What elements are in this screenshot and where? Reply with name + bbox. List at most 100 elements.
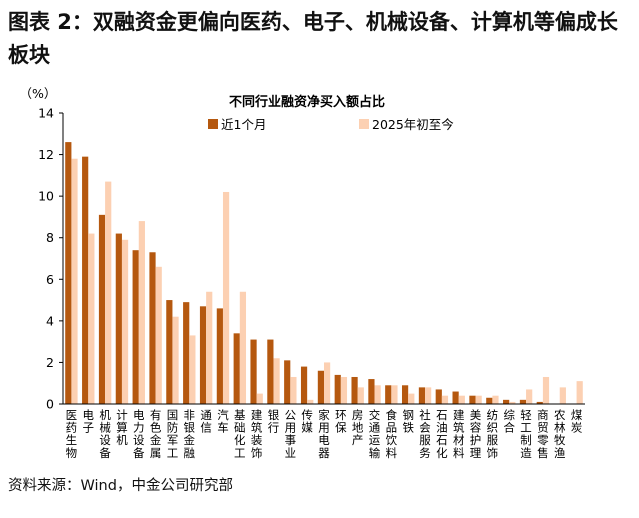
bar-series-1 <box>368 379 375 404</box>
chart-title: 不同行业融资净买入额占比 <box>229 94 385 110</box>
x-tick-label: 计算机 <box>116 408 128 447</box>
x-tick-label: 通信 <box>200 408 212 435</box>
source-note: 资料来源：Wind，中金公司研究部 <box>8 478 233 494</box>
y-tick-label: 4 <box>46 313 54 328</box>
x-tick-label: 煤炭 <box>571 408 583 435</box>
x-tick-label: 社会服务 <box>419 408 431 460</box>
x-tick-label: 银行 <box>268 408 280 435</box>
bar-series-2 <box>324 362 331 404</box>
bar-series-1 <box>199 306 207 404</box>
x-tick-label: 环保 <box>335 408 347 435</box>
bar-series-1 <box>149 252 156 404</box>
bar-series-2 <box>559 387 566 404</box>
bar-series-2 <box>189 335 196 404</box>
bar-series-2 <box>307 399 314 404</box>
legend: 近1个月 2025年初至今 <box>208 117 454 132</box>
bar-series-2 <box>138 221 145 404</box>
x-tick-label: 基础化工 <box>234 408 246 460</box>
figure-title: 图表 2：双融资金更偏向医药、电子、机械设备、计算机等偏成长板块 <box>8 10 618 67</box>
bar-series-1 <box>132 250 139 404</box>
bar-series-1 <box>519 399 527 404</box>
bar-series-1 <box>250 339 257 404</box>
bar-series-2 <box>576 381 583 404</box>
legend-swatch-series-2 <box>359 119 369 129</box>
bar-series-1 <box>233 333 240 404</box>
y-tick-label: 12 <box>38 147 54 162</box>
bar-series-2 <box>155 266 162 404</box>
bar-series-1 <box>284 360 291 404</box>
bar-series-2 <box>340 376 348 404</box>
x-tick-label: 公用事业 <box>285 408 297 460</box>
x-tick-label: 家用电器 <box>318 408 330 460</box>
bar-series-1 <box>486 397 493 404</box>
x-tick-label: 电子 <box>83 408 95 435</box>
bar-series-1 <box>334 374 341 404</box>
bar-series-2 <box>256 393 263 404</box>
bar-series-1 <box>82 156 89 404</box>
y-tick-label: 0 <box>46 397 54 412</box>
bar-series-1 <box>385 385 392 404</box>
bar-series-1 <box>98 214 106 404</box>
bars <box>65 142 583 404</box>
y-axis-label: （%） <box>20 86 57 101</box>
bar-series-1 <box>115 233 122 404</box>
bar-series-2 <box>425 387 432 404</box>
x-tick-label: 纺织服饰 <box>487 408 499 460</box>
bar-series-2 <box>206 291 213 404</box>
x-tick-label: 电力设备 <box>133 408 145 460</box>
y-tick-label: 8 <box>46 230 54 245</box>
y-tick-label: 6 <box>46 272 54 287</box>
bar-series-2 <box>374 385 381 404</box>
x-tick-label: 建筑装饰 <box>251 408 263 460</box>
bar-series-1 <box>418 387 426 404</box>
x-tick-label: 轻工制造 <box>520 408 532 460</box>
legend-swatch-series-1 <box>208 119 218 129</box>
bar-series-1 <box>401 385 409 404</box>
bar-series-1 <box>435 389 442 404</box>
bar-series-2 <box>357 387 364 404</box>
bar-series-2 <box>239 291 247 404</box>
bar-series-1 <box>300 366 308 404</box>
bar-series-2 <box>458 395 465 404</box>
bar-series-1 <box>65 142 72 404</box>
y-tick-label: 10 <box>38 189 54 204</box>
x-tick-label: 汽车 <box>217 408 229 435</box>
x-tick-label: 传媒 <box>301 408 313 435</box>
bar-series-1 <box>452 391 459 404</box>
bar-series-2 <box>492 395 499 404</box>
x-tick-label: 食品饮料 <box>386 408 398 460</box>
bar-series-1 <box>469 395 476 404</box>
x-tick-label: 交通运输 <box>369 408 381 460</box>
bar-series-1 <box>183 302 190 404</box>
x-tick-label: 机械设备 <box>99 408 111 460</box>
x-tick-label: 建筑材料 <box>453 408 465 460</box>
bar-series-1 <box>216 308 223 404</box>
bar-series-2 <box>509 401 516 404</box>
bar-series-2 <box>172 316 179 404</box>
bar-series-2 <box>408 393 415 404</box>
x-tick-label: 商贸零售 <box>537 408 549 460</box>
bar-series-2 <box>475 395 482 404</box>
y-tick-label: 14 <box>38 106 54 121</box>
x-tick-label: 非银金融 <box>184 408 196 460</box>
bar-series-2 <box>290 376 297 404</box>
bar-series-2 <box>88 233 95 404</box>
x-tick-label: 有色金属 <box>150 408 162 460</box>
bar-series-2 <box>441 395 449 404</box>
x-tick-label: 石油石化 <box>436 408 448 460</box>
legend-label-series-2: 2025年初至今 <box>372 117 454 132</box>
bar-series-1 <box>317 370 324 404</box>
bar-series-2 <box>71 158 78 404</box>
bar-series-2 <box>391 385 398 404</box>
bar-series-2 <box>105 181 112 404</box>
x-tick-label: 农林牧渔 <box>554 408 566 460</box>
bar-series-2 <box>121 239 129 404</box>
bar-series-2 <box>273 358 280 404</box>
y-axis: 0 2 4 6 8 10 12 14 <box>38 106 64 412</box>
bar-series-2 <box>526 389 533 404</box>
legend-label-series-1: 近1个月 <box>221 117 266 132</box>
bar-series-1 <box>166 300 173 404</box>
bar-series-1 <box>267 339 274 404</box>
y-tick-label: 2 <box>46 355 54 370</box>
bar-series-1 <box>503 399 510 404</box>
